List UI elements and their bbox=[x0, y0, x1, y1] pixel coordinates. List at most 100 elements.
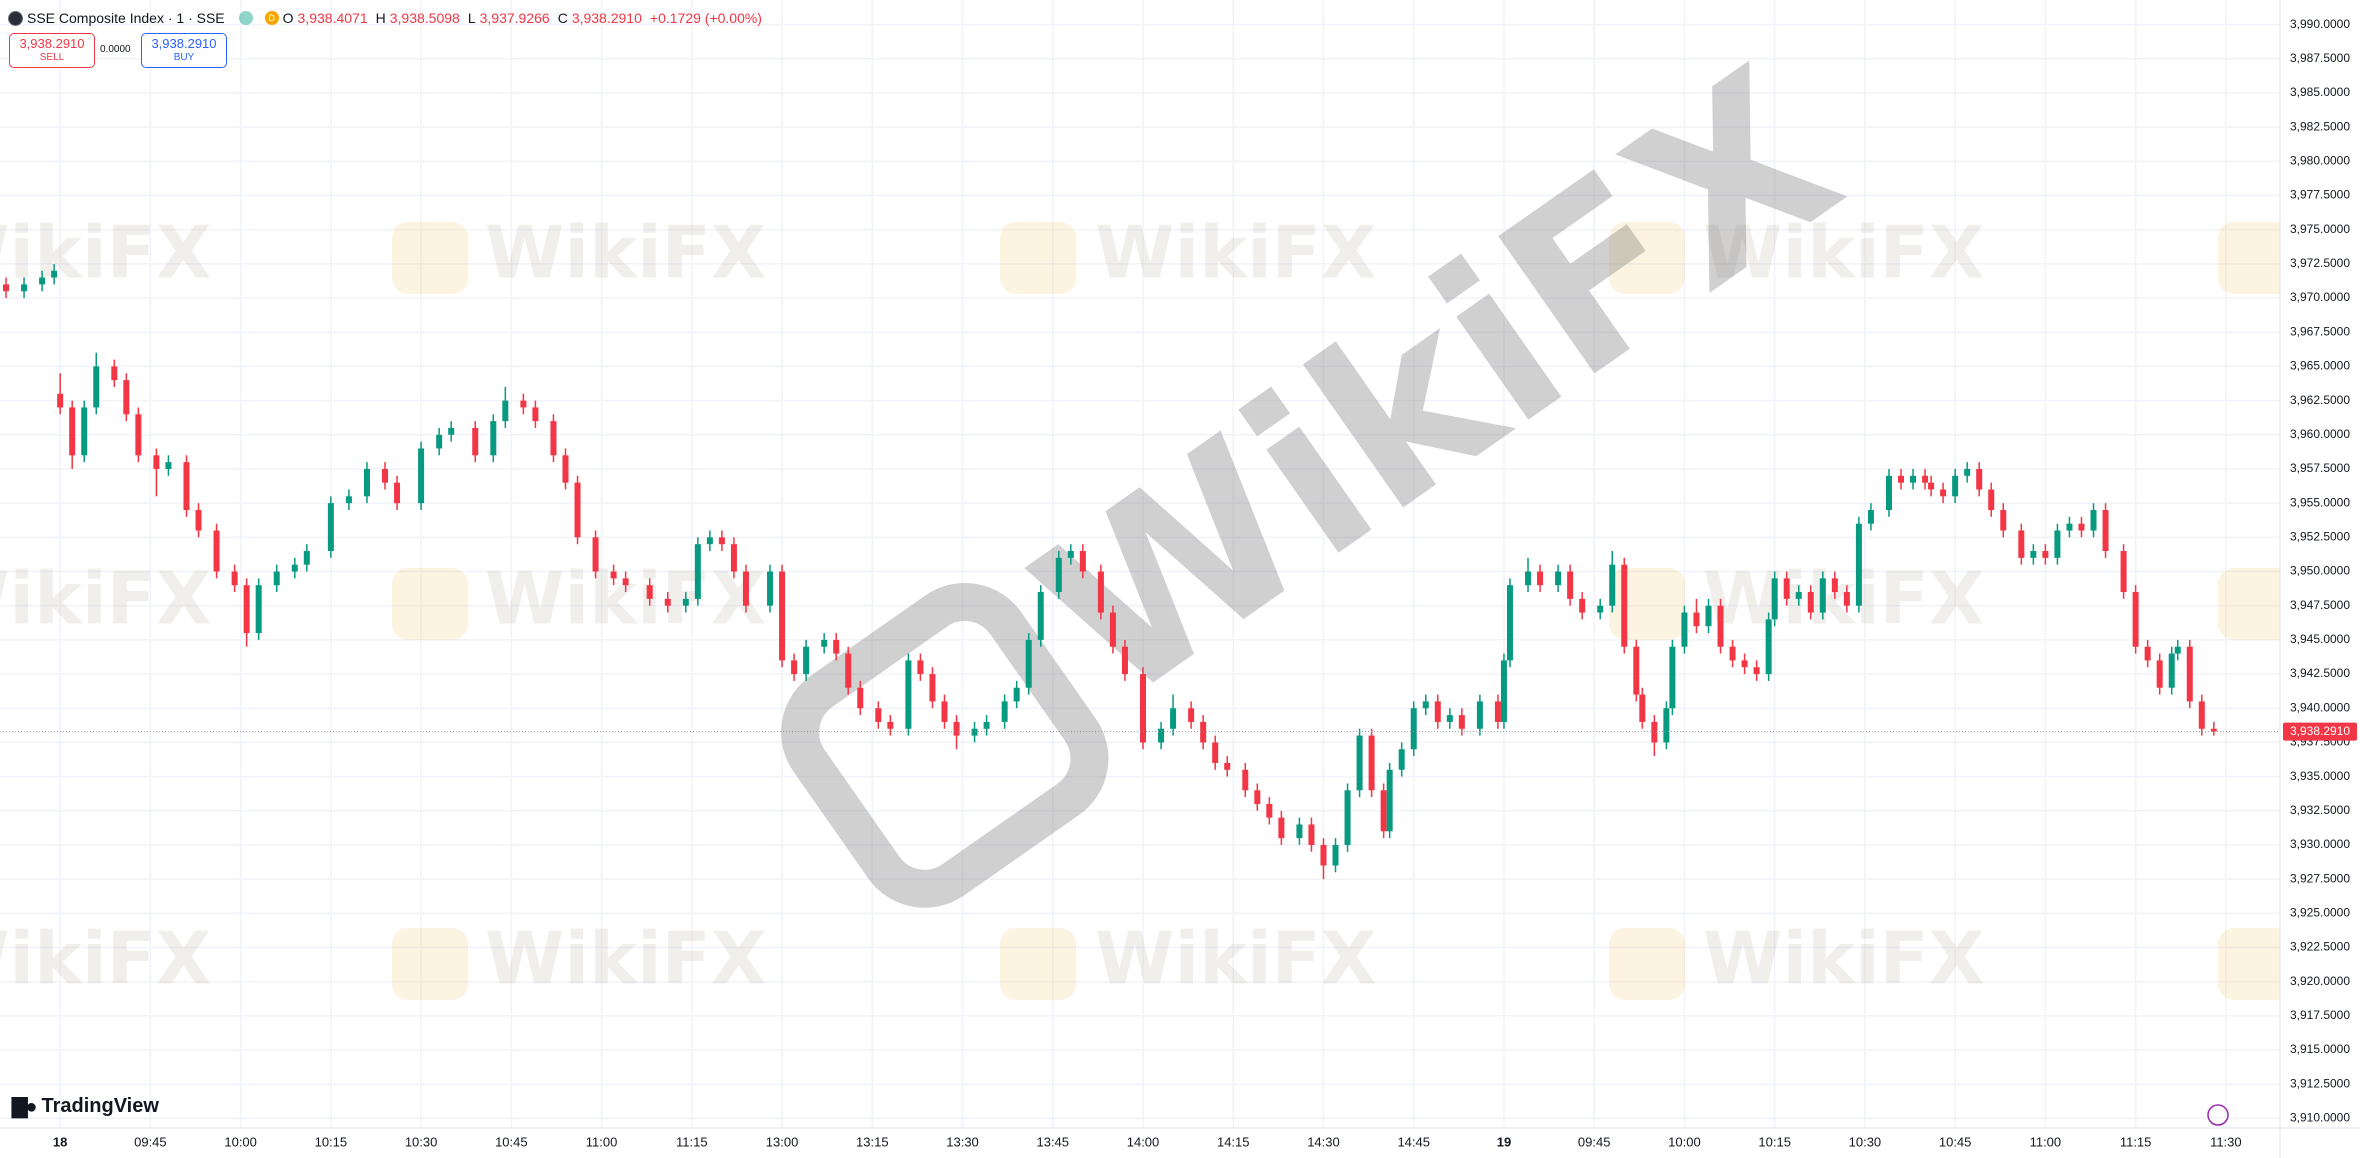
candle-body bbox=[51, 270, 58, 278]
candle-body bbox=[779, 571, 786, 661]
y-tick-label: 3,990.0000 bbox=[2290, 17, 2350, 31]
candle-body bbox=[1976, 468, 1983, 490]
candle-body bbox=[1885, 475, 1892, 510]
candle-body bbox=[550, 421, 557, 456]
watermark-big-logo bbox=[781, 582, 1109, 908]
x-tick-label: 11:00 bbox=[2030, 1134, 2062, 1149]
symbol-name[interactable]: SSE Composite Index · 1 · SSE bbox=[27, 10, 225, 26]
price-axis bbox=[2280, 0, 2360, 1158]
x-tick-label: 13:00 bbox=[766, 1134, 799, 1149]
x-tick-label: 11:00 bbox=[586, 1134, 618, 1149]
candle-body bbox=[803, 646, 810, 675]
x-tick-label: 19 bbox=[1497, 1134, 1511, 1149]
candle-body bbox=[1555, 571, 1562, 586]
y-tick-label: 3,915.0000 bbox=[2290, 1042, 2350, 1056]
y-tick-label: 3,985.0000 bbox=[2290, 85, 2350, 99]
x-tick-label: 14:45 bbox=[1397, 1134, 1430, 1149]
candle-body bbox=[1567, 571, 1574, 599]
candle-body bbox=[664, 598, 671, 606]
candle-body bbox=[81, 407, 88, 456]
candle-body bbox=[436, 434, 443, 449]
y-tick-label: 3,952.5000 bbox=[2290, 530, 2350, 544]
candle-body bbox=[1344, 790, 1351, 845]
watermark-logo bbox=[1000, 222, 1076, 294]
candle-body bbox=[520, 400, 527, 408]
candle-body bbox=[1765, 619, 1772, 675]
candle-body bbox=[941, 701, 948, 722]
watermark: WikiFX bbox=[0, 211, 211, 295]
x-tick-label: 10:00 bbox=[224, 1134, 257, 1149]
candle-body bbox=[2120, 551, 2127, 593]
candle-body bbox=[2042, 551, 2049, 558]
candle-body bbox=[1579, 598, 1586, 613]
candle-body bbox=[1296, 824, 1303, 839]
candle-body bbox=[1663, 708, 1670, 743]
candle-body bbox=[2186, 646, 2193, 702]
candle-body bbox=[1079, 551, 1086, 572]
sell-price: 3,938.2910 bbox=[19, 35, 85, 51]
x-tick-label: 11:30 bbox=[2210, 1134, 2242, 1149]
watermark-logo bbox=[392, 568, 468, 640]
candle-body bbox=[2156, 660, 2163, 688]
candle-body bbox=[1188, 708, 1195, 722]
candle-body bbox=[2174, 646, 2181, 654]
candle-body bbox=[1224, 762, 1231, 770]
candle-body bbox=[1097, 571, 1104, 613]
candle-body bbox=[1500, 660, 1507, 722]
candle-body bbox=[1308, 824, 1315, 845]
candle-body bbox=[2090, 509, 2097, 531]
y-tick-label: 3,980.0000 bbox=[2290, 154, 2350, 168]
y-tick-label: 3,982.5000 bbox=[2290, 119, 2350, 133]
candle-body bbox=[1254, 790, 1261, 804]
y-tick-label: 3,925.0000 bbox=[2290, 906, 2350, 920]
candle-body bbox=[718, 537, 725, 545]
watermark: WikiFX bbox=[485, 211, 766, 295]
candle-body bbox=[69, 407, 76, 456]
ohlc-value: 3,938.5098 bbox=[389, 10, 460, 26]
watermark-logo bbox=[1609, 222, 1685, 294]
y-tick-label: 3,967.5000 bbox=[2290, 324, 2350, 338]
candle-body bbox=[730, 544, 737, 572]
candle-body bbox=[1729, 646, 1736, 661]
sell-button[interactable]: 3,938.2910 SELL bbox=[9, 33, 95, 68]
brand-logo: ▇● bbox=[12, 1096, 38, 1118]
candle-body bbox=[1506, 585, 1513, 661]
candle-body bbox=[2210, 728, 2217, 732]
candle-body bbox=[953, 721, 960, 736]
candle-body bbox=[875, 708, 882, 722]
y-tick-label: 3,960.0000 bbox=[2290, 427, 2350, 441]
y-tick-label: 3,970.0000 bbox=[2290, 290, 2350, 304]
candle-body bbox=[39, 277, 46, 285]
watermark-logo bbox=[1609, 928, 1685, 1000]
candle-body bbox=[1681, 612, 1688, 647]
candle-body bbox=[243, 585, 250, 634]
candle-body bbox=[610, 571, 617, 579]
candle-body bbox=[791, 660, 798, 675]
candle-body bbox=[1807, 592, 1814, 613]
brand[interactable]: ▇● TradingView bbox=[12, 1094, 159, 1119]
buy-button[interactable]: 3,938.2910 BUY bbox=[141, 33, 227, 68]
candle-body bbox=[2078, 523, 2085, 531]
watermark-logo bbox=[2218, 222, 2294, 294]
candle-body bbox=[394, 482, 401, 504]
x-tick-label: 10:45 bbox=[495, 1134, 528, 1149]
candle-body bbox=[1922, 475, 1929, 483]
candle-body bbox=[592, 537, 599, 572]
watermark: WikiFX bbox=[1703, 557, 1984, 641]
candle-body bbox=[1398, 749, 1405, 770]
candle-body bbox=[1410, 708, 1417, 750]
last-price-tag bbox=[2283, 722, 2357, 741]
sell-label: SELL bbox=[39, 51, 65, 63]
candle-body bbox=[1332, 844, 1339, 866]
candle-body bbox=[2102, 509, 2109, 552]
y-tick-label: 3,947.5000 bbox=[2290, 598, 2350, 612]
watermark-logo bbox=[2218, 928, 2294, 1000]
watermark-logo bbox=[1000, 928, 1076, 1000]
candle-body bbox=[917, 660, 924, 675]
candle-body bbox=[1928, 482, 1935, 490]
candle-body bbox=[1170, 708, 1177, 729]
badge: D bbox=[264, 11, 279, 25]
candle-body bbox=[1386, 769, 1393, 832]
